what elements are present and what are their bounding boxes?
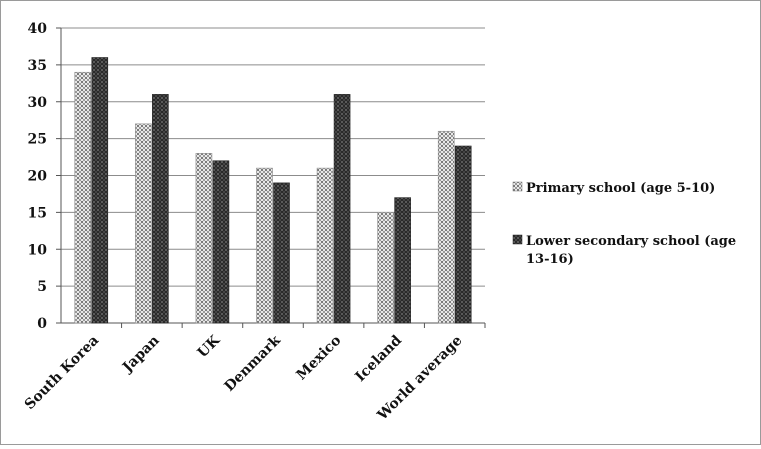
- x-category-label: Iceland: [352, 332, 405, 385]
- legend: Primary school (age 5-10) Lower secondar…: [512, 181, 736, 267]
- gridlines: [61, 27, 485, 287]
- legend-label-primary: Primary school (age 5-10): [526, 181, 715, 196]
- bar-secondary: [394, 197, 411, 324]
- y-tick-label: 5: [37, 279, 47, 295]
- y-tick-label: 40: [28, 21, 48, 37]
- bar-primary: [74, 71, 92, 324]
- bar-primary: [316, 167, 334, 324]
- bar-primary: [195, 153, 213, 324]
- legend-swatch-primary: [512, 181, 523, 192]
- y-tick-label: 35: [28, 58, 47, 74]
- y-tick-label: 30: [28, 95, 48, 111]
- legend-swatch-secondary: [512, 234, 523, 245]
- bar-secondary: [212, 160, 230, 324]
- y-tick-label: 10: [28, 242, 48, 258]
- y-tick-label: 15: [28, 205, 47, 221]
- bar-primary: [256, 167, 273, 324]
- bar-secondary: [91, 57, 109, 324]
- axes: [56, 27, 486, 328]
- bar-primary: [437, 130, 455, 324]
- bar-primary: [135, 123, 152, 324]
- x-category-label: South Korea: [22, 333, 102, 413]
- bar-secondary: [152, 94, 169, 324]
- bar-primary: [377, 212, 394, 324]
- legend-label-secondary-line2: 13-16): [526, 252, 574, 267]
- y-tick-label: 20: [28, 169, 48, 185]
- bar-secondary: [454, 145, 472, 324]
- bars: [74, 57, 472, 324]
- x-category-label: Mexico: [294, 333, 345, 384]
- bar-secondary: [333, 94, 351, 324]
- x-category-label: Japan: [118, 333, 162, 377]
- y-tick-label: 25: [28, 132, 47, 148]
- y-tick-label: 0: [37, 316, 47, 332]
- legend-label-secondary-line1: Lower secondary school (age: [526, 234, 736, 249]
- y-axis-tick-labels: 0 5 10 15 20 25 30 35 40: [28, 21, 48, 332]
- bar-secondary: [273, 182, 290, 324]
- x-category-label: Denmark: [221, 332, 284, 395]
- x-category-label: UK: [195, 332, 224, 361]
